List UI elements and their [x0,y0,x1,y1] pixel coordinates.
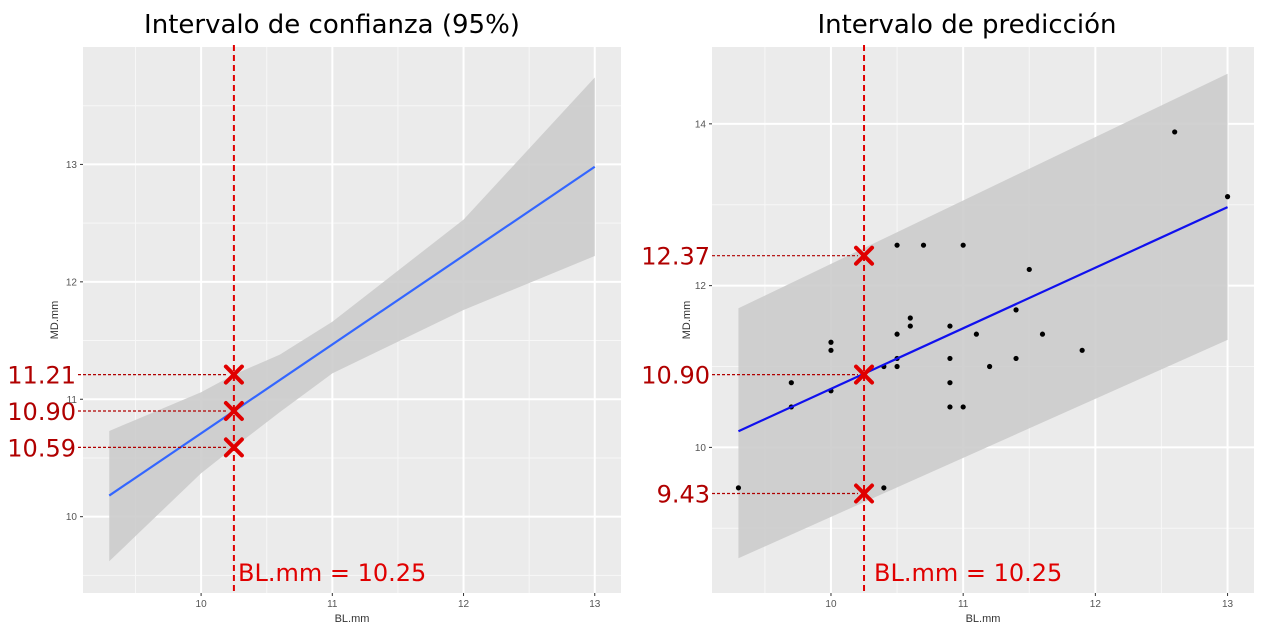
x-tick-label: 10 [825,599,837,610]
data-point [920,242,927,248]
data-point [1013,355,1019,362]
y-tick-label: 14 [695,119,707,130]
data-point [1039,331,1046,337]
data-point [881,485,887,491]
data-point [1026,266,1032,273]
confidence-band [109,77,595,562]
y-axis-label: MD.mm [49,301,61,340]
confidence-interval-chart: Intervalo de confianza (95%) 11.2110.901… [7,10,621,625]
y-tick-label: 13 [66,160,78,171]
data-point [960,404,966,410]
chart-title: Intervalo de predicción [817,10,1116,40]
x-tick-label: 13 [589,599,601,610]
prediction-band-layer [738,73,1228,559]
data-point [907,323,913,329]
y-tick-label: 10 [695,443,707,454]
annotations: 11.21 10.90 10.59 [7,45,244,593]
regression-line-layer [737,206,1229,433]
y-tick-label: 10 [66,512,78,523]
highlight-cross-marker [223,437,244,458]
x-tick-label: 12 [458,599,470,610]
data-point [907,315,913,321]
regression-line [108,165,596,497]
x-tick-label: 10 [196,599,208,610]
highlight-cross-marker [854,483,875,504]
reference-line-label: BL.mm = 10.25 [238,559,426,587]
data-point [1079,347,1085,353]
axis-ticks: 10 11 12 13 10 11 12 13 [66,160,601,610]
data-point [894,242,900,248]
reference-line-label: BL.mm = 10.25 [874,559,1062,587]
data-point [947,323,953,329]
data-point [960,242,966,248]
highlight-value-label: 11.21 [7,362,76,390]
prediction-band [738,73,1228,559]
y-tick-label: 12 [695,281,707,292]
highlight-cross-marker [223,364,244,385]
x-tick-label: 11 [958,599,969,610]
prediction-interval-chart: Intervalo de predicción 12.37 10.90 9.43 1… [641,10,1254,625]
regression-line [737,206,1229,433]
data-point [987,363,993,370]
data-point [947,404,953,410]
data-point [947,355,953,362]
axis-ticks: 10 11 12 13 10 12 14 [695,119,1234,610]
highlight-value-label: 10.90 [7,398,76,426]
data-point [1013,307,1019,313]
data-point [828,347,834,353]
y-tick-label: 11 [67,395,78,406]
y-axis-label: MD.mm [681,301,693,340]
highlight-value-label: 12.37 [641,243,710,271]
x-axis-label: BL.mm [335,613,370,625]
highlight-value-label: 10.59 [7,434,76,462]
x-axis-label: BL.mm [966,613,1001,625]
highlight-cross-marker [854,364,875,385]
data-point [788,380,794,386]
data-point [1172,129,1178,135]
highlight-value-label: 10.90 [641,362,710,390]
data-point [894,331,900,337]
confidence-band-layer [109,77,595,562]
annotations: 12.37 10.90 9.43 [641,45,875,593]
x-tick-label: 12 [1090,599,1102,610]
regression-line-layer [108,165,596,497]
highlight-cross-marker [854,245,875,266]
data-point [947,380,953,386]
y-tick-label: 12 [66,277,78,288]
gridlines [83,47,621,593]
highlight-value-label: 9.43 [657,481,710,509]
data-point [973,331,979,337]
highlight-cross-marker [223,401,244,421]
chart-title: Intervalo de confianza (95%) [144,10,520,40]
data-point [828,339,834,345]
x-tick-label: 13 [1222,599,1234,610]
data-point [1224,194,1231,200]
data-point [735,485,742,491]
x-tick-label: 11 [327,599,338,610]
data-point [894,363,900,370]
